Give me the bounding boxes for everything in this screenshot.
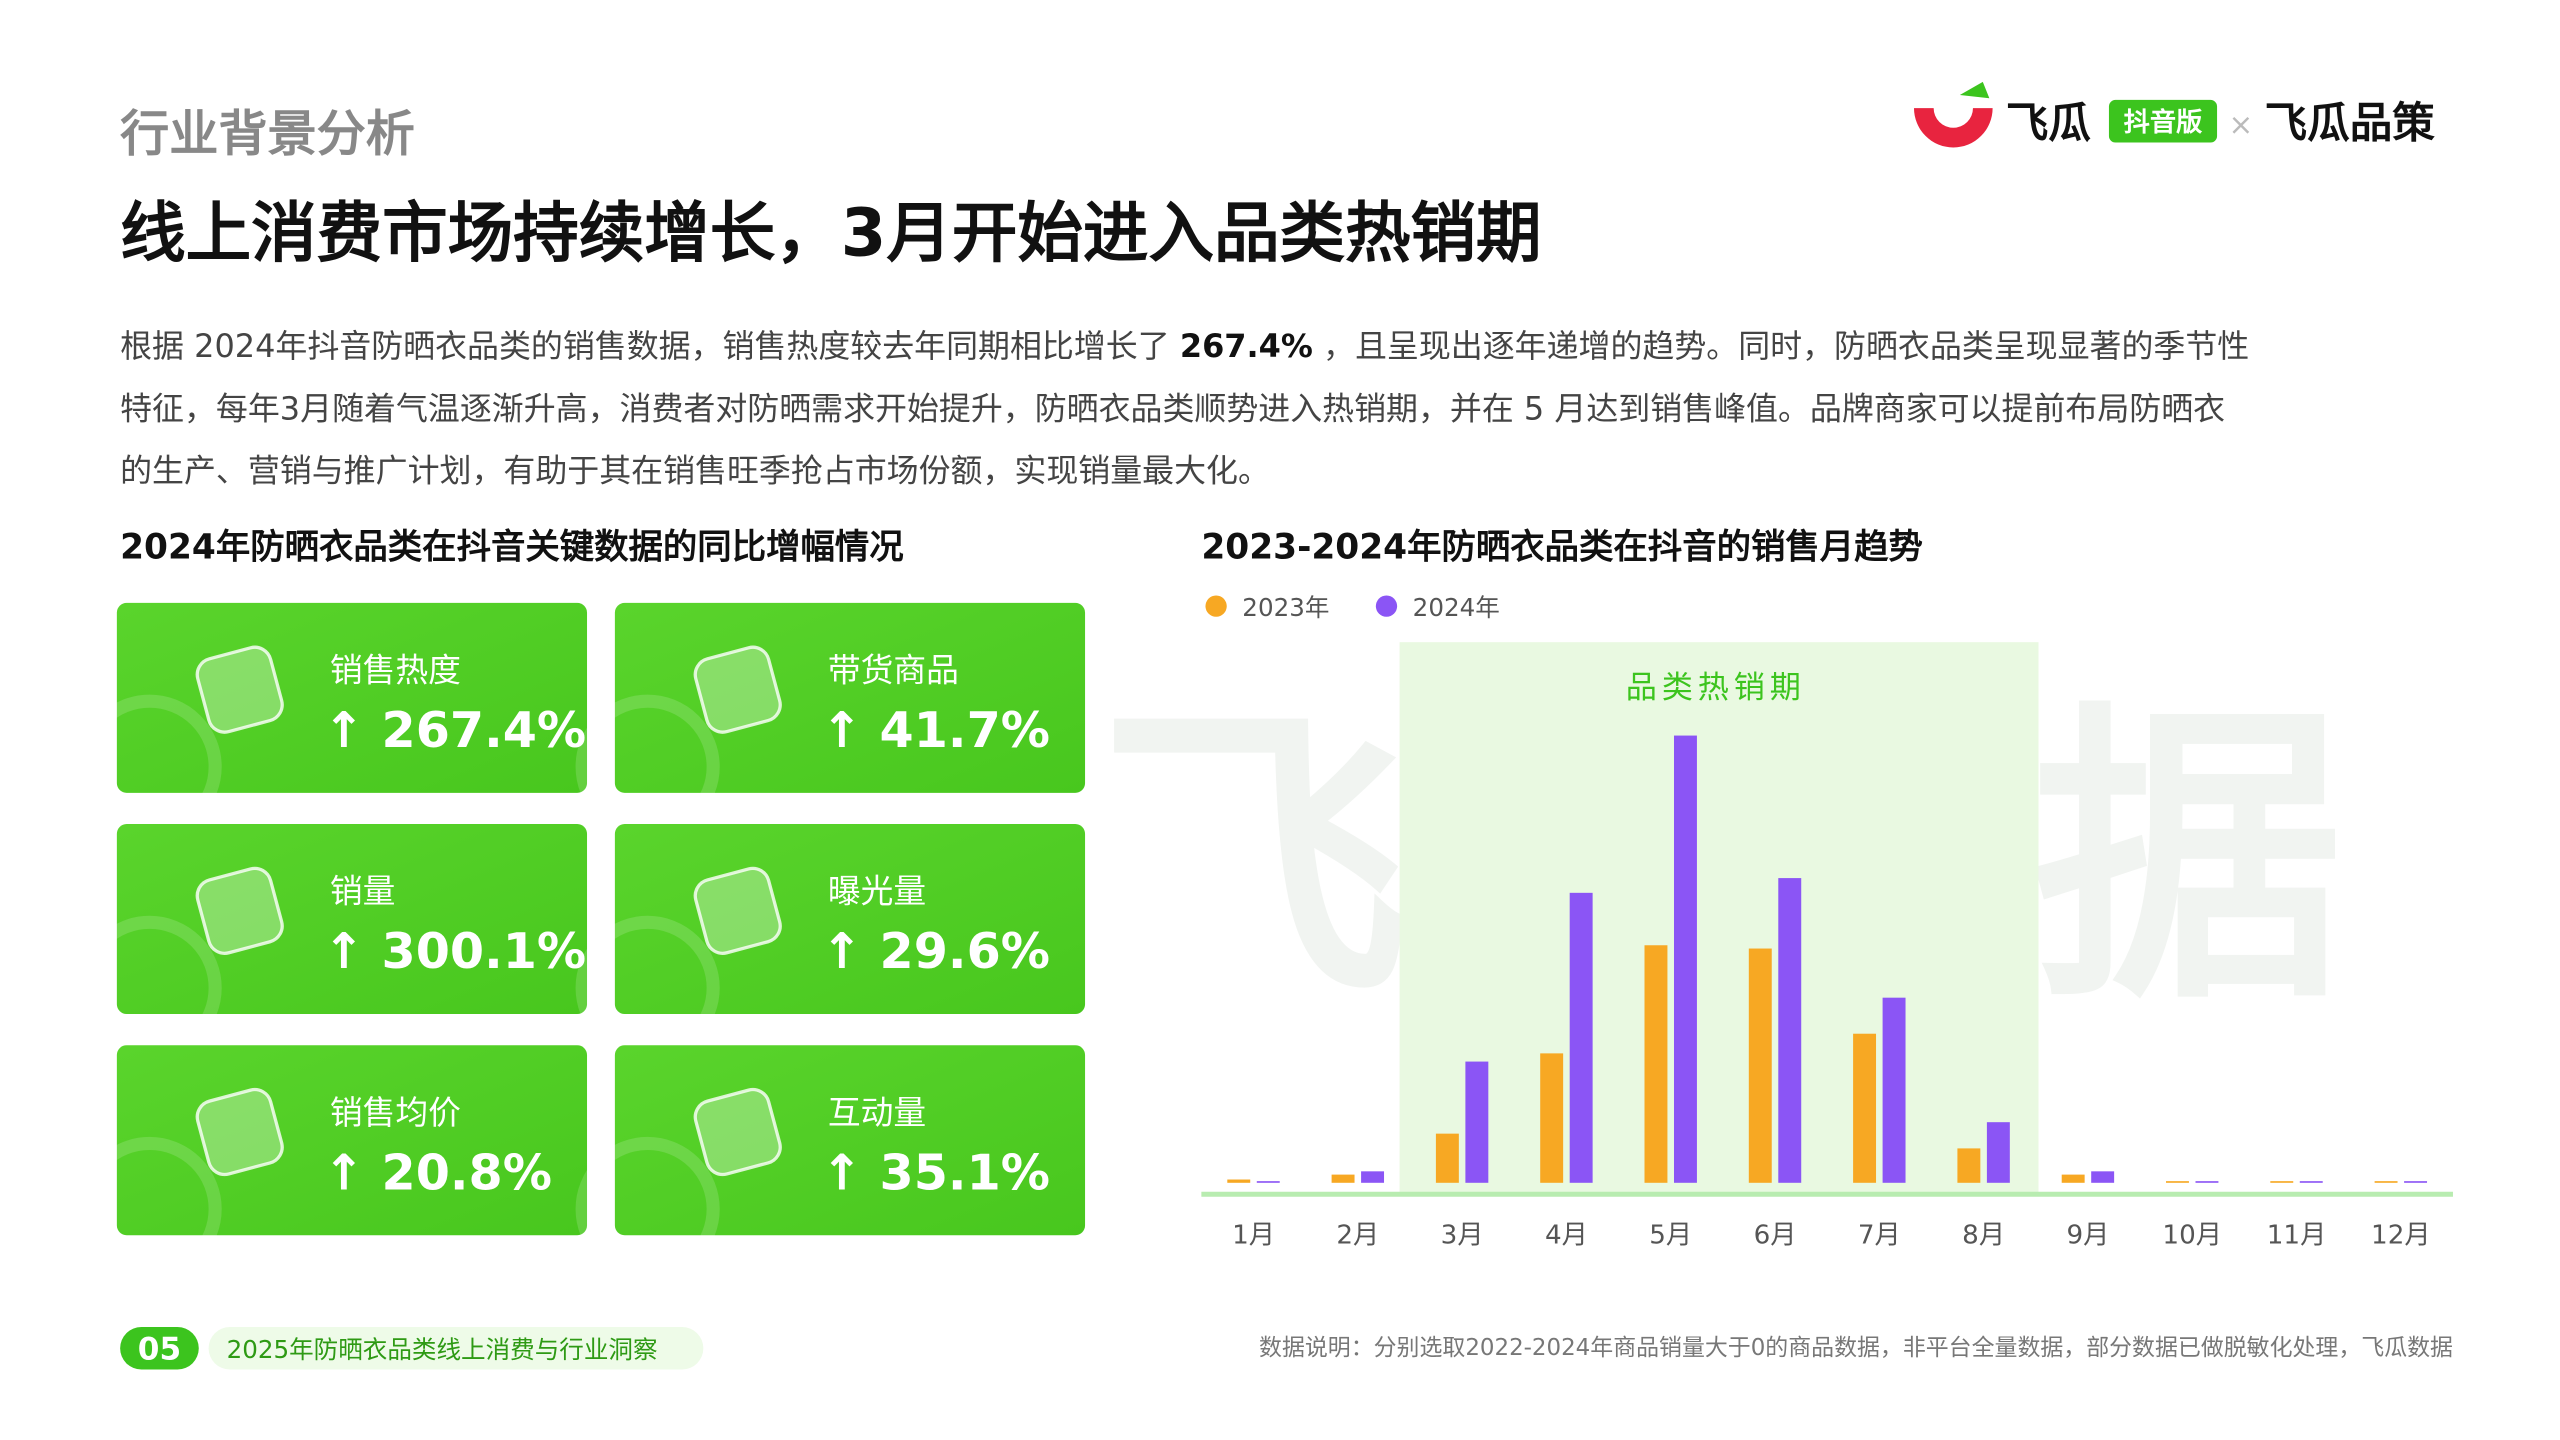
highlight-band [1399, 642, 2039, 1193]
bar [1569, 892, 1593, 1183]
bar [1256, 1181, 1280, 1183]
bar [2299, 1181, 2323, 1183]
card [614, 824, 1086, 1015]
x-tick-label: 12月 [2371, 1220, 2431, 1250]
logo-leaf [1959, 81, 1990, 99]
logo-separator: × [2229, 107, 2254, 141]
card-deco [575, 1136, 720, 1282]
logo-brand: 飞瓜 [2006, 99, 2092, 149]
paragraph-segment: 根据 2024年抖音防晒衣品类的销售数据，销售热度较去年同期相比增长了 [120, 327, 1180, 365]
bar [2061, 1174, 2085, 1183]
bar [1986, 1122, 2010, 1183]
x-tick-label: 5月 [1649, 1220, 1692, 1250]
report-name: 2025年防晒衣品类线上消费与行业洞察 [227, 1335, 658, 1364]
logo-partner: 飞瓜品策 [2265, 99, 2436, 149]
bar [1748, 948, 1772, 1183]
logo-mark [1913, 108, 1993, 148]
bar [1853, 1033, 1877, 1183]
card [614, 1045, 1086, 1236]
card-icon [693, 866, 782, 955]
bar [2374, 1181, 2398, 1183]
cards-title: 2024年防晒衣品类在抖音关键数据的同比增幅情况 [120, 528, 904, 568]
footer: 05 2025年防晒衣品类线上消费与行业洞察 数据说明：分别选取2022-202… [120, 1326, 2453, 1370]
logo-badge-bg [2108, 99, 2218, 143]
chart: 2023-2024年防晒衣品类在抖音的销售月趋势 品类热销期 2023年 2024… [1201, 528, 2453, 1250]
bar [1435, 1133, 1459, 1183]
paragraph-line: 根据 2024年抖音防晒衣品类的销售数据，销售热度较去年同期相比增长了 267.… [120, 327, 2249, 365]
card-value: ↑ 300.1% [323, 922, 586, 980]
card-value: ↑ 267.4% [323, 701, 586, 759]
x-tick-label: 6月 [1754, 1220, 1797, 1250]
bar [1778, 878, 1802, 1183]
card-icon [693, 1087, 782, 1177]
card-deco [77, 1136, 222, 1282]
paragraph-segment: ，且呈现出逐年递增的趋势。同时，防晒衣品类呈现显著的季节性 [1313, 327, 2249, 365]
cards: 销售热度 ↑ 267.4% 带货商品 ↑ 41.7% 销量 ↑ 300.1% 曝光量 ↑ 29… [77, 602, 1086, 1282]
card [614, 602, 1086, 793]
paragraph: 根据 2024年抖音防晒衣品类的销售数据，销售热度较去年同期相比增长了 267.… [120, 327, 2249, 490]
chart-title: 2023-2024年防晒衣品类在抖音的销售月趋势 [1201, 528, 1923, 568]
bar [2270, 1181, 2294, 1183]
card-icon [195, 645, 284, 734]
x-tick-label: 11月 [2267, 1220, 2327, 1250]
bar [1227, 1179, 1251, 1183]
legend-label: 2023年 [1242, 593, 1329, 622]
card-label: 曝光量 [828, 873, 926, 911]
bar [1957, 1148, 1981, 1183]
page-badge [120, 1326, 199, 1370]
bar [2166, 1181, 2189, 1183]
page-title: 线上消费市场持续增长，3月开始进入品类热销期 [120, 196, 1541, 272]
x-tick-label: 9月 [2066, 1220, 2109, 1250]
logo: 飞瓜 抖音版 × 飞瓜品策 [1913, 81, 2436, 149]
card-label: 销售均价 [330, 1094, 461, 1132]
x-tick-label: 10月 [2162, 1220, 2222, 1250]
page-number: 05 [138, 1332, 181, 1368]
paragraph-segment: 267.4% [1180, 327, 1313, 365]
card-label: 销售热度 [330, 652, 461, 690]
x-tick-label: 4月 [1545, 1220, 1588, 1250]
paragraph-line: 特征，每年3月随着气温逐渐升高，消费者对防晒需求开始提升，防晒衣品类顺势进入热销… [120, 389, 2225, 427]
data-note: 数据说明：分别选取2022-2024年商品销量大于0的商品数据，非平台全量数据，… [1259, 1335, 2453, 1361]
report-pill [208, 1326, 704, 1370]
paragraph-segment: 特征，每年3月随着气温逐渐升高，消费者对防晒需求开始提升，防晒衣品类顺势进入热销… [120, 389, 2225, 427]
card-value: ↑ 41.7% [821, 701, 1050, 759]
card-label: 互动量 [828, 1094, 926, 1132]
x-tick-label: 3月 [1441, 1220, 1484, 1250]
annotation: 品类热销期 [1626, 670, 1806, 706]
card-value: ↑ 29.6% [821, 922, 1050, 980]
card-label: 销量 [330, 873, 396, 911]
card-value: ↑ 20.8% [323, 1143, 552, 1201]
card [116, 602, 588, 793]
x-tick-label: 1月 [1232, 1220, 1275, 1250]
bar [1465, 1061, 1489, 1183]
paragraph-segment: 的生产、营销与推广计划，有助于其在销售旺季抢占市场份额，实现销量最大化。 [120, 452, 1270, 490]
card-label: 带货商品 [828, 652, 959, 690]
card-icon [693, 645, 782, 734]
bar [1361, 1171, 1385, 1183]
bar [1331, 1174, 1355, 1183]
bar [2404, 1181, 2428, 1183]
card-icon [195, 866, 284, 955]
logo-badge: 抖音版 [2124, 107, 2203, 138]
bar [1540, 1053, 1564, 1183]
bar [1673, 735, 1697, 1183]
paragraph-line: 的生产、营销与推广计划，有助于其在销售旺季抢占市场份额，实现销量最大化。 [120, 452, 1270, 490]
legend-swatch [1375, 595, 1398, 617]
bar [2091, 1171, 2115, 1183]
bar [1644, 945, 1668, 1183]
card-value: ↑ 35.1% [821, 1143, 1050, 1201]
legend-label: 2024年 [1413, 593, 1500, 622]
card-icon [195, 1087, 284, 1177]
legend-swatch [1205, 595, 1227, 617]
x-tick-label: 7月 [1858, 1220, 1901, 1250]
card [116, 824, 588, 1015]
x-tick-label: 8月 [1962, 1220, 2005, 1250]
section-label: 行业背景分析 [120, 105, 415, 163]
x-tick-label: 2月 [1336, 1220, 1379, 1250]
bar [1882, 997, 1906, 1183]
bar [2195, 1181, 2219, 1183]
card [116, 1045, 588, 1236]
